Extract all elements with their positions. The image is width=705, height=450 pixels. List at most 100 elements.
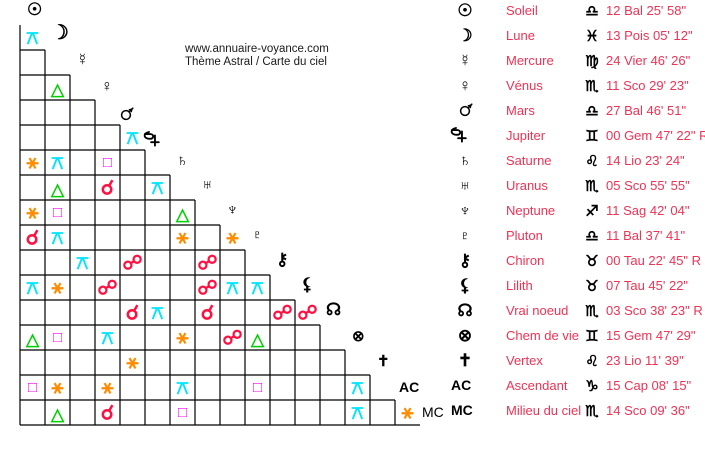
svg-text:Pluton: Pluton	[506, 228, 543, 243]
svg-text:☽: ☽	[457, 26, 472, 45]
svg-text:☌: ☌	[201, 303, 214, 325]
svg-text:△: △	[50, 180, 65, 199]
svg-text:Uranus: Uranus	[506, 178, 548, 193]
svg-text:⚻: ⚻	[26, 28, 39, 49]
svg-text:⚻: ⚻	[351, 403, 364, 424]
svg-text:☍: ☍	[222, 328, 242, 350]
svg-text:Mercure: Mercure	[506, 53, 554, 68]
svg-text:♆: ♆	[459, 201, 472, 220]
svg-text:♏︎: ♏︎	[584, 403, 599, 420]
svg-text:△: △	[50, 80, 65, 99]
svg-text:☌: ☌	[101, 178, 114, 200]
svg-text:Vénus: Vénus	[506, 78, 543, 93]
svg-text:⚹: ⚹	[52, 377, 64, 399]
svg-text:⚻: ⚻	[101, 328, 114, 349]
svg-text:⚻: ⚻	[151, 178, 164, 199]
svg-text:♇: ♇	[251, 225, 264, 244]
svg-text:☍: ☍	[97, 278, 117, 300]
svg-text:14 Lio 23' 24": 14 Lio 23' 24"	[606, 153, 685, 168]
svg-text:Chem de vie: Chem de vie	[506, 328, 579, 343]
svg-text:△: △	[25, 330, 40, 349]
svg-text:☍: ☍	[122, 253, 142, 275]
svg-text:23 Lio 11' 39": 23 Lio 11' 39"	[606, 353, 684, 368]
svg-text:⚸: ⚸	[459, 276, 471, 295]
svg-text:MC: MC	[422, 404, 444, 420]
svg-text:☿: ☿	[76, 50, 89, 69]
svg-text:⊗: ⊗	[352, 328, 365, 345]
svg-text:00 Gem 47' 22" R: 00 Gem 47' 22" R	[606, 128, 705, 143]
svg-text:♓︎: ♓︎	[585, 28, 598, 45]
svg-text:⚹: ⚹	[27, 152, 39, 174]
svg-text:☉: ☉	[457, 1, 472, 20]
svg-text:⚷: ⚷	[276, 250, 288, 269]
svg-text:Lune: Lune	[506, 28, 535, 43]
svg-text:☌: ☌	[101, 403, 114, 425]
svg-text:⚷: ⚷	[459, 251, 471, 270]
svg-text:Jupiter: Jupiter	[506, 128, 546, 143]
svg-text:☍: ☍	[197, 278, 217, 300]
svg-text:♎︎: ♎︎	[585, 228, 598, 245]
svg-text:⚹: ⚹	[27, 202, 39, 224]
svg-text:♊︎: ♊︎	[585, 128, 598, 145]
svg-text:Chiron: Chiron	[506, 253, 544, 268]
svg-text:☉: ☉	[27, 0, 42, 19]
svg-text:⊗: ⊗	[458, 326, 472, 345]
svg-text:⚸: ⚸	[301, 275, 313, 294]
svg-text:♅: ♅	[201, 175, 214, 194]
svg-text:15 Gem 47' 29": 15 Gem 47' 29"	[606, 328, 696, 343]
svg-text:☊: ☊	[326, 300, 341, 319]
svg-text:♑︎: ♑︎	[585, 378, 598, 395]
svg-text:Milieu du ciel: Milieu du ciel	[506, 403, 581, 418]
svg-text:15 Cap 08' 15": 15 Cap 08' 15"	[606, 378, 692, 393]
svg-text:Vertex: Vertex	[506, 353, 543, 368]
svg-text:☌: ☌	[126, 303, 139, 325]
svg-text:⚹: ⚹	[177, 227, 189, 249]
svg-text:♌︎: ♌︎	[585, 353, 598, 370]
svg-text:Mars: Mars	[506, 103, 535, 118]
svg-text:△: △	[250, 330, 265, 349]
svg-text:♆: ♆	[226, 200, 239, 219]
svg-text:⚹: ⚹	[177, 327, 189, 349]
svg-text:♏︎: ♏︎	[584, 78, 599, 95]
svg-text:⚻: ⚻	[251, 278, 264, 299]
svg-text:⚻: ⚻	[76, 253, 89, 274]
svg-text:11 Sco 29' 23": 11 Sco 29' 23"	[606, 78, 689, 93]
svg-text:✝: ✝	[377, 353, 390, 370]
svg-text:△: △	[50, 405, 65, 424]
svg-text:♉︎: ♉︎	[585, 253, 598, 270]
svg-text:□: □	[28, 379, 37, 396]
svg-text:⚻: ⚻	[226, 278, 239, 299]
svg-text:11 Sag 42' 04": 11 Sag 42' 04"	[606, 203, 690, 218]
svg-text:⚻: ⚻	[151, 303, 164, 324]
svg-text:♎︎: ♎︎	[585, 3, 598, 20]
svg-text:□: □	[253, 379, 262, 396]
svg-text:♍︎: ♍︎	[585, 53, 598, 70]
svg-text:□: □	[53, 329, 62, 346]
svg-text:♏︎: ♏︎	[584, 178, 599, 195]
svg-text:Lilith: Lilith	[506, 278, 533, 293]
svg-text:⚻: ⚻	[51, 228, 64, 249]
svg-text:☍: ☍	[272, 303, 292, 325]
svg-text:⚻: ⚻	[176, 378, 189, 399]
svg-text:✝: ✝	[458, 351, 472, 370]
svg-text:♏︎: ♏︎	[584, 303, 599, 320]
svg-text:Thème Astral / Carte du ciel: Thème Astral / Carte du ciel	[185, 56, 327, 68]
svg-text:Soleil: Soleil	[506, 3, 538, 18]
svg-text:AC: AC	[399, 379, 419, 395]
svg-text:☍: ☍	[297, 303, 317, 325]
svg-text:⚻: ⚻	[351, 378, 364, 399]
svg-text:♅: ♅	[459, 176, 472, 195]
svg-text:☽: ☽	[51, 22, 69, 44]
svg-text:05 Sco 55' 55": 05 Sco 55' 55"	[606, 178, 690, 193]
svg-text:07 Tau 45' 22": 07 Tau 45' 22"	[606, 278, 688, 293]
svg-text:24 Vier 46' 26": 24 Vier 46' 26"	[606, 53, 691, 68]
svg-text:☌: ☌	[26, 228, 39, 250]
svg-text:Vrai noeud: Vrai noeud	[506, 303, 568, 318]
svg-text:00 Tau 22' 45" R: 00 Tau 22' 45" R	[606, 253, 701, 268]
svg-text:♐︎: ♐︎	[585, 203, 598, 220]
svg-text:www.annuaire-voyance.com: www.annuaire-voyance.com	[184, 43, 329, 55]
svg-text:☿: ☿	[459, 51, 472, 70]
svg-text:14 Sco 09' 36": 14 Sco 09' 36"	[606, 403, 690, 418]
svg-text:Neptune: Neptune	[506, 203, 555, 218]
svg-text:□: □	[53, 204, 62, 221]
